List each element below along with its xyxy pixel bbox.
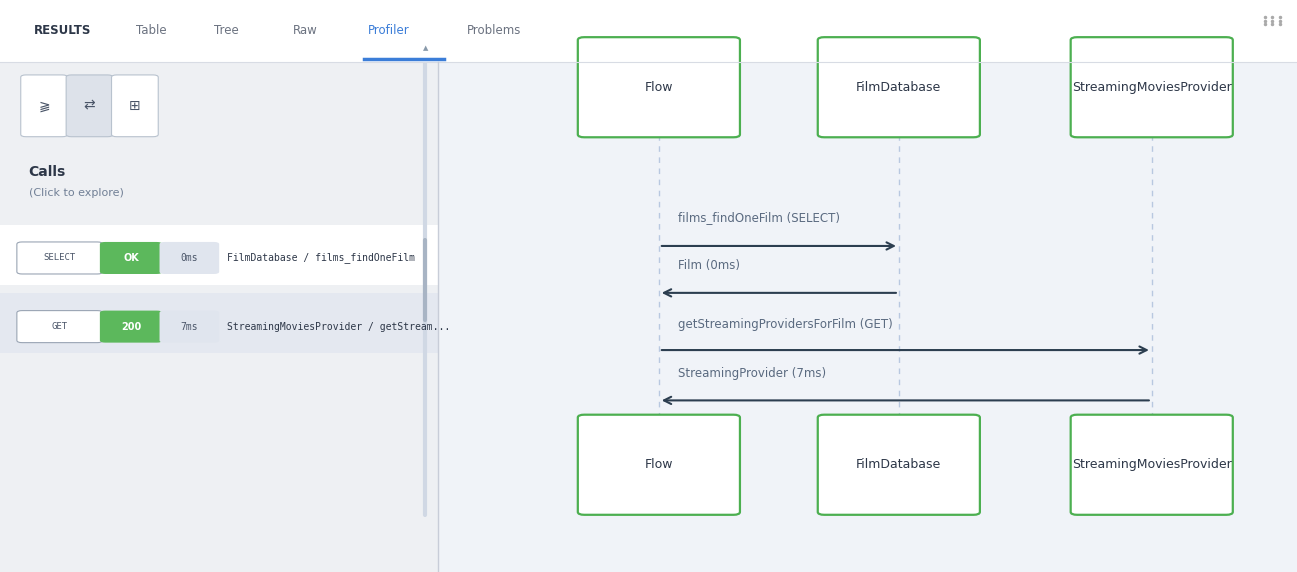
- Text: GET: GET: [52, 322, 67, 331]
- Text: films_findOneFilm (SELECT): films_findOneFilm (SELECT): [678, 211, 840, 224]
- FancyBboxPatch shape: [817, 37, 981, 137]
- Text: Tree: Tree: [214, 25, 239, 37]
- Bar: [0, 0, 1297, 62]
- FancyBboxPatch shape: [100, 311, 162, 343]
- FancyBboxPatch shape: [100, 242, 162, 274]
- Bar: [438, 62, 1297, 572]
- Text: ⫺: ⫺: [39, 99, 49, 113]
- Text: Calls: Calls: [29, 165, 66, 178]
- FancyBboxPatch shape: [160, 311, 219, 343]
- Text: Raw: Raw: [293, 25, 318, 37]
- Text: Profiler: Profiler: [368, 25, 410, 37]
- Bar: [0, 224, 438, 284]
- Text: ⇄: ⇄: [84, 99, 95, 113]
- FancyBboxPatch shape: [1071, 415, 1232, 515]
- Text: FilmDatabase: FilmDatabase: [856, 81, 942, 94]
- Text: ▲: ▲: [423, 46, 428, 51]
- FancyBboxPatch shape: [577, 37, 739, 137]
- Text: StreamingProvider (7ms): StreamingProvider (7ms): [678, 367, 826, 380]
- Text: (Click to explore): (Click to explore): [29, 188, 123, 198]
- FancyBboxPatch shape: [160, 242, 219, 274]
- Text: RESULTS: RESULTS: [34, 25, 91, 37]
- Text: StreamingMoviesProvider / getStream...: StreamingMoviesProvider / getStream...: [227, 321, 450, 332]
- Text: SELECT: SELECT: [44, 253, 75, 263]
- Text: OK: OK: [123, 253, 139, 263]
- Text: 7ms: 7ms: [180, 321, 198, 332]
- FancyBboxPatch shape: [21, 75, 67, 137]
- Bar: [0, 293, 438, 353]
- FancyBboxPatch shape: [1071, 37, 1232, 137]
- FancyBboxPatch shape: [17, 242, 102, 274]
- Text: Problems: Problems: [467, 25, 521, 37]
- FancyBboxPatch shape: [577, 415, 739, 515]
- Text: Film (0ms): Film (0ms): [678, 259, 741, 272]
- Text: getStreamingProvidersForFilm (GET): getStreamingProvidersForFilm (GET): [678, 317, 894, 331]
- Text: 0ms: 0ms: [180, 253, 198, 263]
- Text: ⊞: ⊞: [130, 99, 140, 113]
- Text: Flow: Flow: [645, 458, 673, 471]
- Bar: [0, 62, 438, 572]
- Text: FilmDatabase: FilmDatabase: [856, 458, 942, 471]
- FancyBboxPatch shape: [112, 75, 158, 137]
- FancyBboxPatch shape: [66, 75, 113, 137]
- Text: StreamingMoviesProvider: StreamingMoviesProvider: [1071, 458, 1232, 471]
- Text: Flow: Flow: [645, 81, 673, 94]
- Text: StreamingMoviesProvider: StreamingMoviesProvider: [1071, 81, 1232, 94]
- Text: 200: 200: [121, 321, 141, 332]
- FancyBboxPatch shape: [817, 415, 981, 515]
- Text: FilmDatabase / films_findOneFilm: FilmDatabase / films_findOneFilm: [227, 252, 415, 264]
- FancyBboxPatch shape: [17, 311, 102, 343]
- Text: Table: Table: [136, 25, 167, 37]
